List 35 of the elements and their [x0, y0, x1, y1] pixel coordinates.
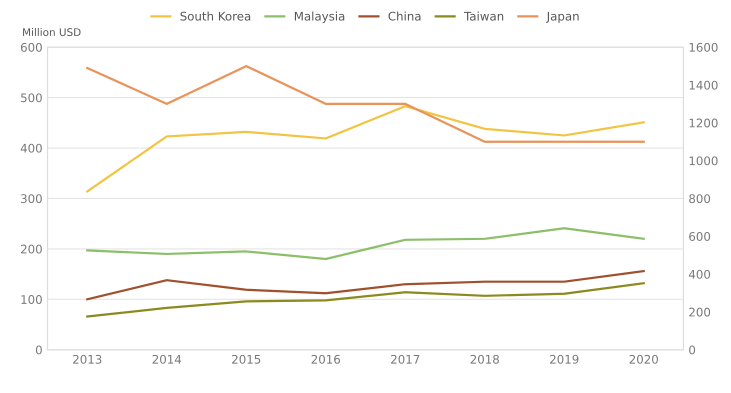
y-tick-label: 0 [36, 345, 42, 354]
line-series [86, 282, 645, 318]
x-tick-label: 2018 [470, 354, 499, 364]
y-tick-label: 300 [21, 194, 42, 204]
legend-label: Malaysia [294, 11, 344, 23]
y2-tick-label: 400 [688, 270, 710, 279]
x-tick-label: 2013 [73, 354, 102, 364]
y2-tick-label: 800 [689, 194, 710, 204]
line-series [86, 227, 645, 260]
x-tick-label: 2015 [232, 354, 260, 364]
legend-label: South Korea [180, 11, 250, 21]
y2-tick-label: 200 [689, 308, 710, 317]
x-tick-label: 2014 [152, 354, 182, 364]
legend-label: Japan [546, 12, 579, 23]
y-tick-label: 100 [21, 295, 42, 304]
x-tick-label: 2019 [550, 354, 578, 364]
legend-label: Taiwan [464, 11, 504, 21]
x-tick-label: 2020 [630, 354, 658, 364]
x-tick-label: 2017 [391, 354, 420, 364]
y2-tick-label: 600 [689, 232, 710, 241]
y2-tick-label: 1600 [690, 42, 718, 52]
y-tick-label: 400 [20, 144, 42, 153]
y-axis-title: Million USD [23, 28, 81, 36]
y2-tick-label: 1000 [690, 156, 718, 166]
line-series [86, 270, 645, 300]
line-series [86, 64, 645, 143]
y-tick-label: 500 [21, 93, 42, 102]
x-tick-label: 2016 [312, 354, 340, 364]
y-tick-label: 600 [20, 42, 42, 52]
y2-tick-label: 0 [689, 345, 696, 354]
y-tick-label: 200 [20, 244, 42, 254]
legend-label: China [388, 11, 420, 21]
line-series [86, 105, 645, 193]
y2-tick-label: 1200 [690, 118, 718, 128]
y2-tick-label: 1400 [690, 80, 718, 90]
